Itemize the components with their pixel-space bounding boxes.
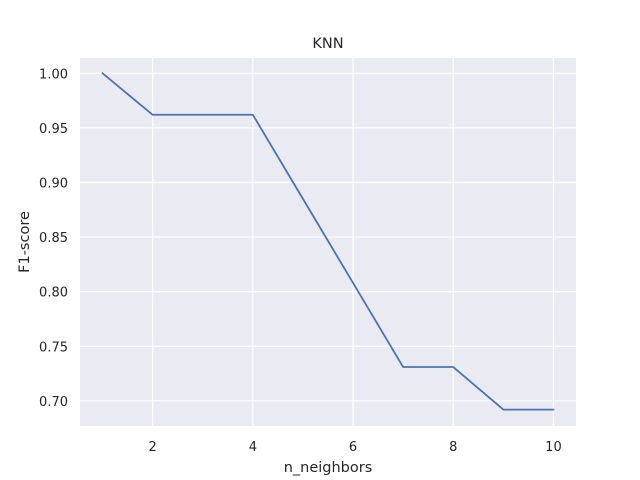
chart-title: KNN [312, 36, 343, 52]
x-tick-labels: 2 4 6 8 10 [149, 440, 562, 455]
y-tick-label: 0.85 [39, 231, 68, 246]
series-line [101, 72, 555, 411]
y-tick-label: 0.80 [39, 286, 68, 301]
series-group [101, 72, 555, 411]
x-tick-label: 10 [545, 440, 562, 455]
x-tick-label: 4 [249, 440, 257, 455]
x-axis-label: n_neighbors [284, 460, 373, 476]
y-tick-label: 0.75 [39, 340, 68, 355]
y-tick-label: 0.90 [39, 176, 68, 191]
y-tick-label: 1.00 [39, 67, 68, 82]
y-tick-labels: 0.70 0.75 0.80 0.85 0.90 0.95 1.00 [39, 67, 68, 410]
x-tick-label: 6 [349, 440, 357, 455]
y-tick-label: 0.95 [39, 122, 68, 137]
y-tick-label: 0.70 [39, 395, 68, 410]
y-axis-label: F1-score [17, 211, 33, 273]
x-tick-label: 2 [149, 440, 157, 455]
grid-lines [80, 58, 576, 426]
x-tick-label: 8 [449, 440, 457, 455]
